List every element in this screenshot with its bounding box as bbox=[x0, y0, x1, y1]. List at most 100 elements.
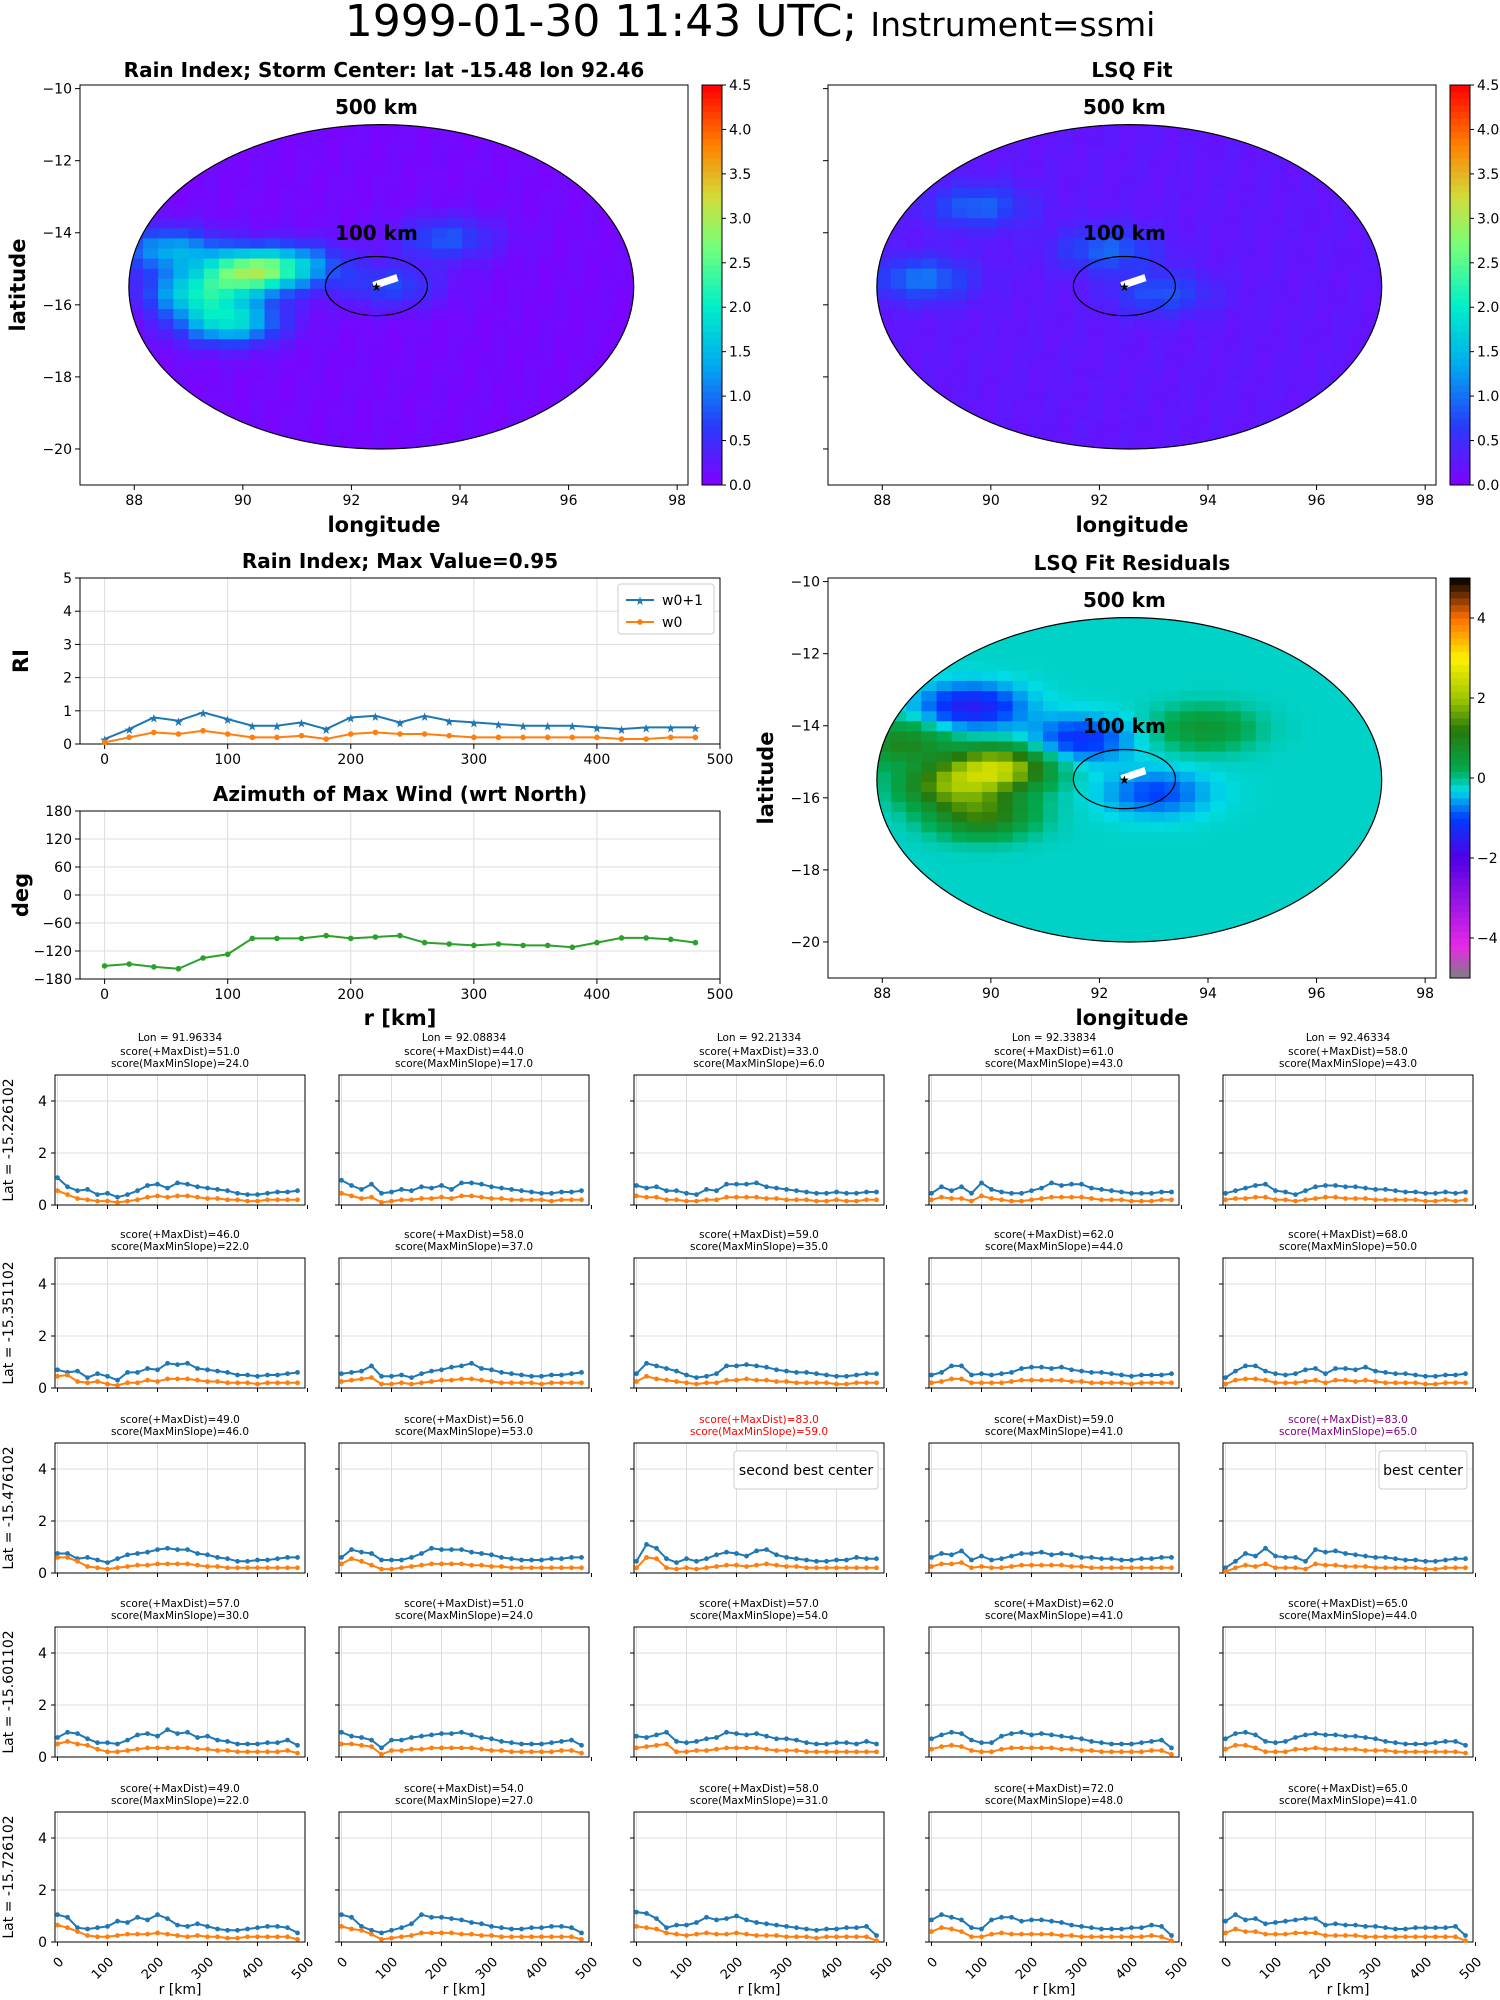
data-point bbox=[389, 1557, 394, 1563]
data-point bbox=[1263, 1561, 1268, 1567]
data-point bbox=[421, 731, 428, 737]
grid-panel-r0-c1: Lon = 92.08834score(+MaxDist)=44.0score(… bbox=[335, 1032, 592, 1209]
y-tick-label: −60 bbox=[42, 916, 72, 932]
data-point bbox=[1049, 1180, 1054, 1186]
data-point bbox=[439, 1377, 444, 1383]
x-tick-label: 200 bbox=[337, 987, 364, 1003]
data-point bbox=[774, 1736, 779, 1742]
data-point bbox=[1363, 1553, 1368, 1559]
data-point bbox=[844, 1934, 849, 1940]
data-point bbox=[349, 1914, 354, 1920]
grid-panel-r2-c4: score(+MaxDist)=83.0score(MaxMinSlope)=6… bbox=[1219, 1414, 1476, 1577]
data-point bbox=[1243, 1551, 1248, 1556]
data-point bbox=[654, 1363, 659, 1369]
data-point bbox=[1089, 1739, 1094, 1744]
data-point bbox=[969, 1190, 974, 1196]
data-point bbox=[694, 1381, 699, 1387]
data-point bbox=[255, 1381, 260, 1387]
data-point bbox=[684, 1565, 689, 1571]
data-point bbox=[265, 1190, 270, 1196]
data-point bbox=[774, 1367, 779, 1373]
data-point bbox=[349, 1733, 354, 1739]
data-point bbox=[449, 1196, 454, 1201]
data-point bbox=[95, 1371, 100, 1377]
data-point bbox=[339, 1912, 344, 1918]
data-point bbox=[389, 1737, 394, 1743]
data-point bbox=[1069, 1564, 1074, 1569]
data-point bbox=[1363, 1196, 1368, 1201]
data-point bbox=[155, 1912, 160, 1918]
data-point bbox=[255, 1925, 260, 1931]
x-tick-label: 500 bbox=[707, 752, 734, 768]
data-point bbox=[794, 1188, 799, 1194]
data-point bbox=[195, 1735, 200, 1740]
data-point bbox=[65, 1925, 70, 1931]
data-point bbox=[864, 1189, 869, 1195]
grid-panel-r0-c3: Lon = 92.33834score(+MaxDist)=61.0score(… bbox=[925, 1032, 1182, 1209]
data-point: ★ bbox=[690, 721, 701, 735]
data-point bbox=[834, 1565, 839, 1571]
data-point bbox=[369, 1744, 374, 1749]
data-point bbox=[549, 1934, 554, 1940]
data-point bbox=[929, 1736, 934, 1742]
data-point bbox=[754, 1933, 759, 1938]
y-tick-label: 0 bbox=[38, 1566, 47, 1582]
data-point bbox=[664, 1556, 669, 1562]
data-point bbox=[549, 1556, 554, 1562]
data-point bbox=[471, 734, 477, 741]
data-point bbox=[245, 1934, 250, 1940]
plot-frame bbox=[338, 1626, 590, 1758]
data-point bbox=[989, 1372, 994, 1378]
data-point bbox=[724, 1562, 729, 1568]
x-tick-label: 300 bbox=[1357, 1955, 1385, 1983]
data-point bbox=[1293, 1555, 1298, 1560]
data-point bbox=[235, 1741, 240, 1747]
data-point bbox=[519, 1565, 524, 1571]
plot-frame bbox=[827, 84, 1437, 486]
data-point bbox=[539, 1565, 544, 1571]
ring-500km bbox=[876, 617, 1383, 943]
data-point bbox=[175, 1731, 180, 1736]
data-point bbox=[1253, 1564, 1258, 1569]
data-point bbox=[644, 1185, 649, 1191]
data-point bbox=[744, 1376, 749, 1382]
score-maxdist: score(+MaxDist)=58.0 bbox=[699, 1783, 819, 1795]
data-point bbox=[195, 1184, 200, 1190]
data-point bbox=[774, 1552, 779, 1558]
data-point bbox=[255, 1741, 260, 1747]
data-point bbox=[285, 1737, 290, 1743]
data-point bbox=[1253, 1183, 1258, 1188]
data-point bbox=[1403, 1934, 1408, 1940]
x-tick-label: 88 bbox=[873, 493, 891, 509]
data-point bbox=[419, 1733, 424, 1739]
data-point bbox=[1353, 1196, 1358, 1201]
data-point bbox=[1129, 1934, 1134, 1940]
score-maxminslope: score(MaxMinSlope)=48.0 bbox=[985, 1795, 1123, 1807]
data-point bbox=[1089, 1555, 1094, 1560]
data-point bbox=[784, 1736, 789, 1742]
data-point bbox=[1363, 1185, 1368, 1191]
data-point bbox=[1139, 1556, 1144, 1562]
data-point bbox=[784, 1368, 789, 1374]
score-maxdist: score(+MaxDist)=61.0 bbox=[994, 1046, 1114, 1058]
data-point bbox=[664, 1565, 669, 1571]
data-point bbox=[1109, 1749, 1114, 1755]
data-point bbox=[1343, 1366, 1348, 1371]
data-point bbox=[1129, 1557, 1134, 1563]
data-point bbox=[65, 1372, 70, 1378]
data-point: ★ bbox=[518, 720, 529, 734]
data-point bbox=[1403, 1189, 1408, 1195]
data-point bbox=[489, 1736, 494, 1742]
x-tick-label: 94 bbox=[1199, 986, 1217, 1002]
data-point bbox=[1293, 1371, 1298, 1377]
data-point: ★ bbox=[665, 721, 676, 735]
data-point bbox=[1273, 1553, 1278, 1559]
data-point bbox=[372, 934, 379, 940]
y-tick-label: 4 bbox=[38, 1646, 47, 1662]
data-point bbox=[1129, 1381, 1134, 1387]
data-point bbox=[509, 1556, 514, 1562]
data-point bbox=[379, 1200, 384, 1205]
data-point bbox=[1293, 1917, 1298, 1923]
